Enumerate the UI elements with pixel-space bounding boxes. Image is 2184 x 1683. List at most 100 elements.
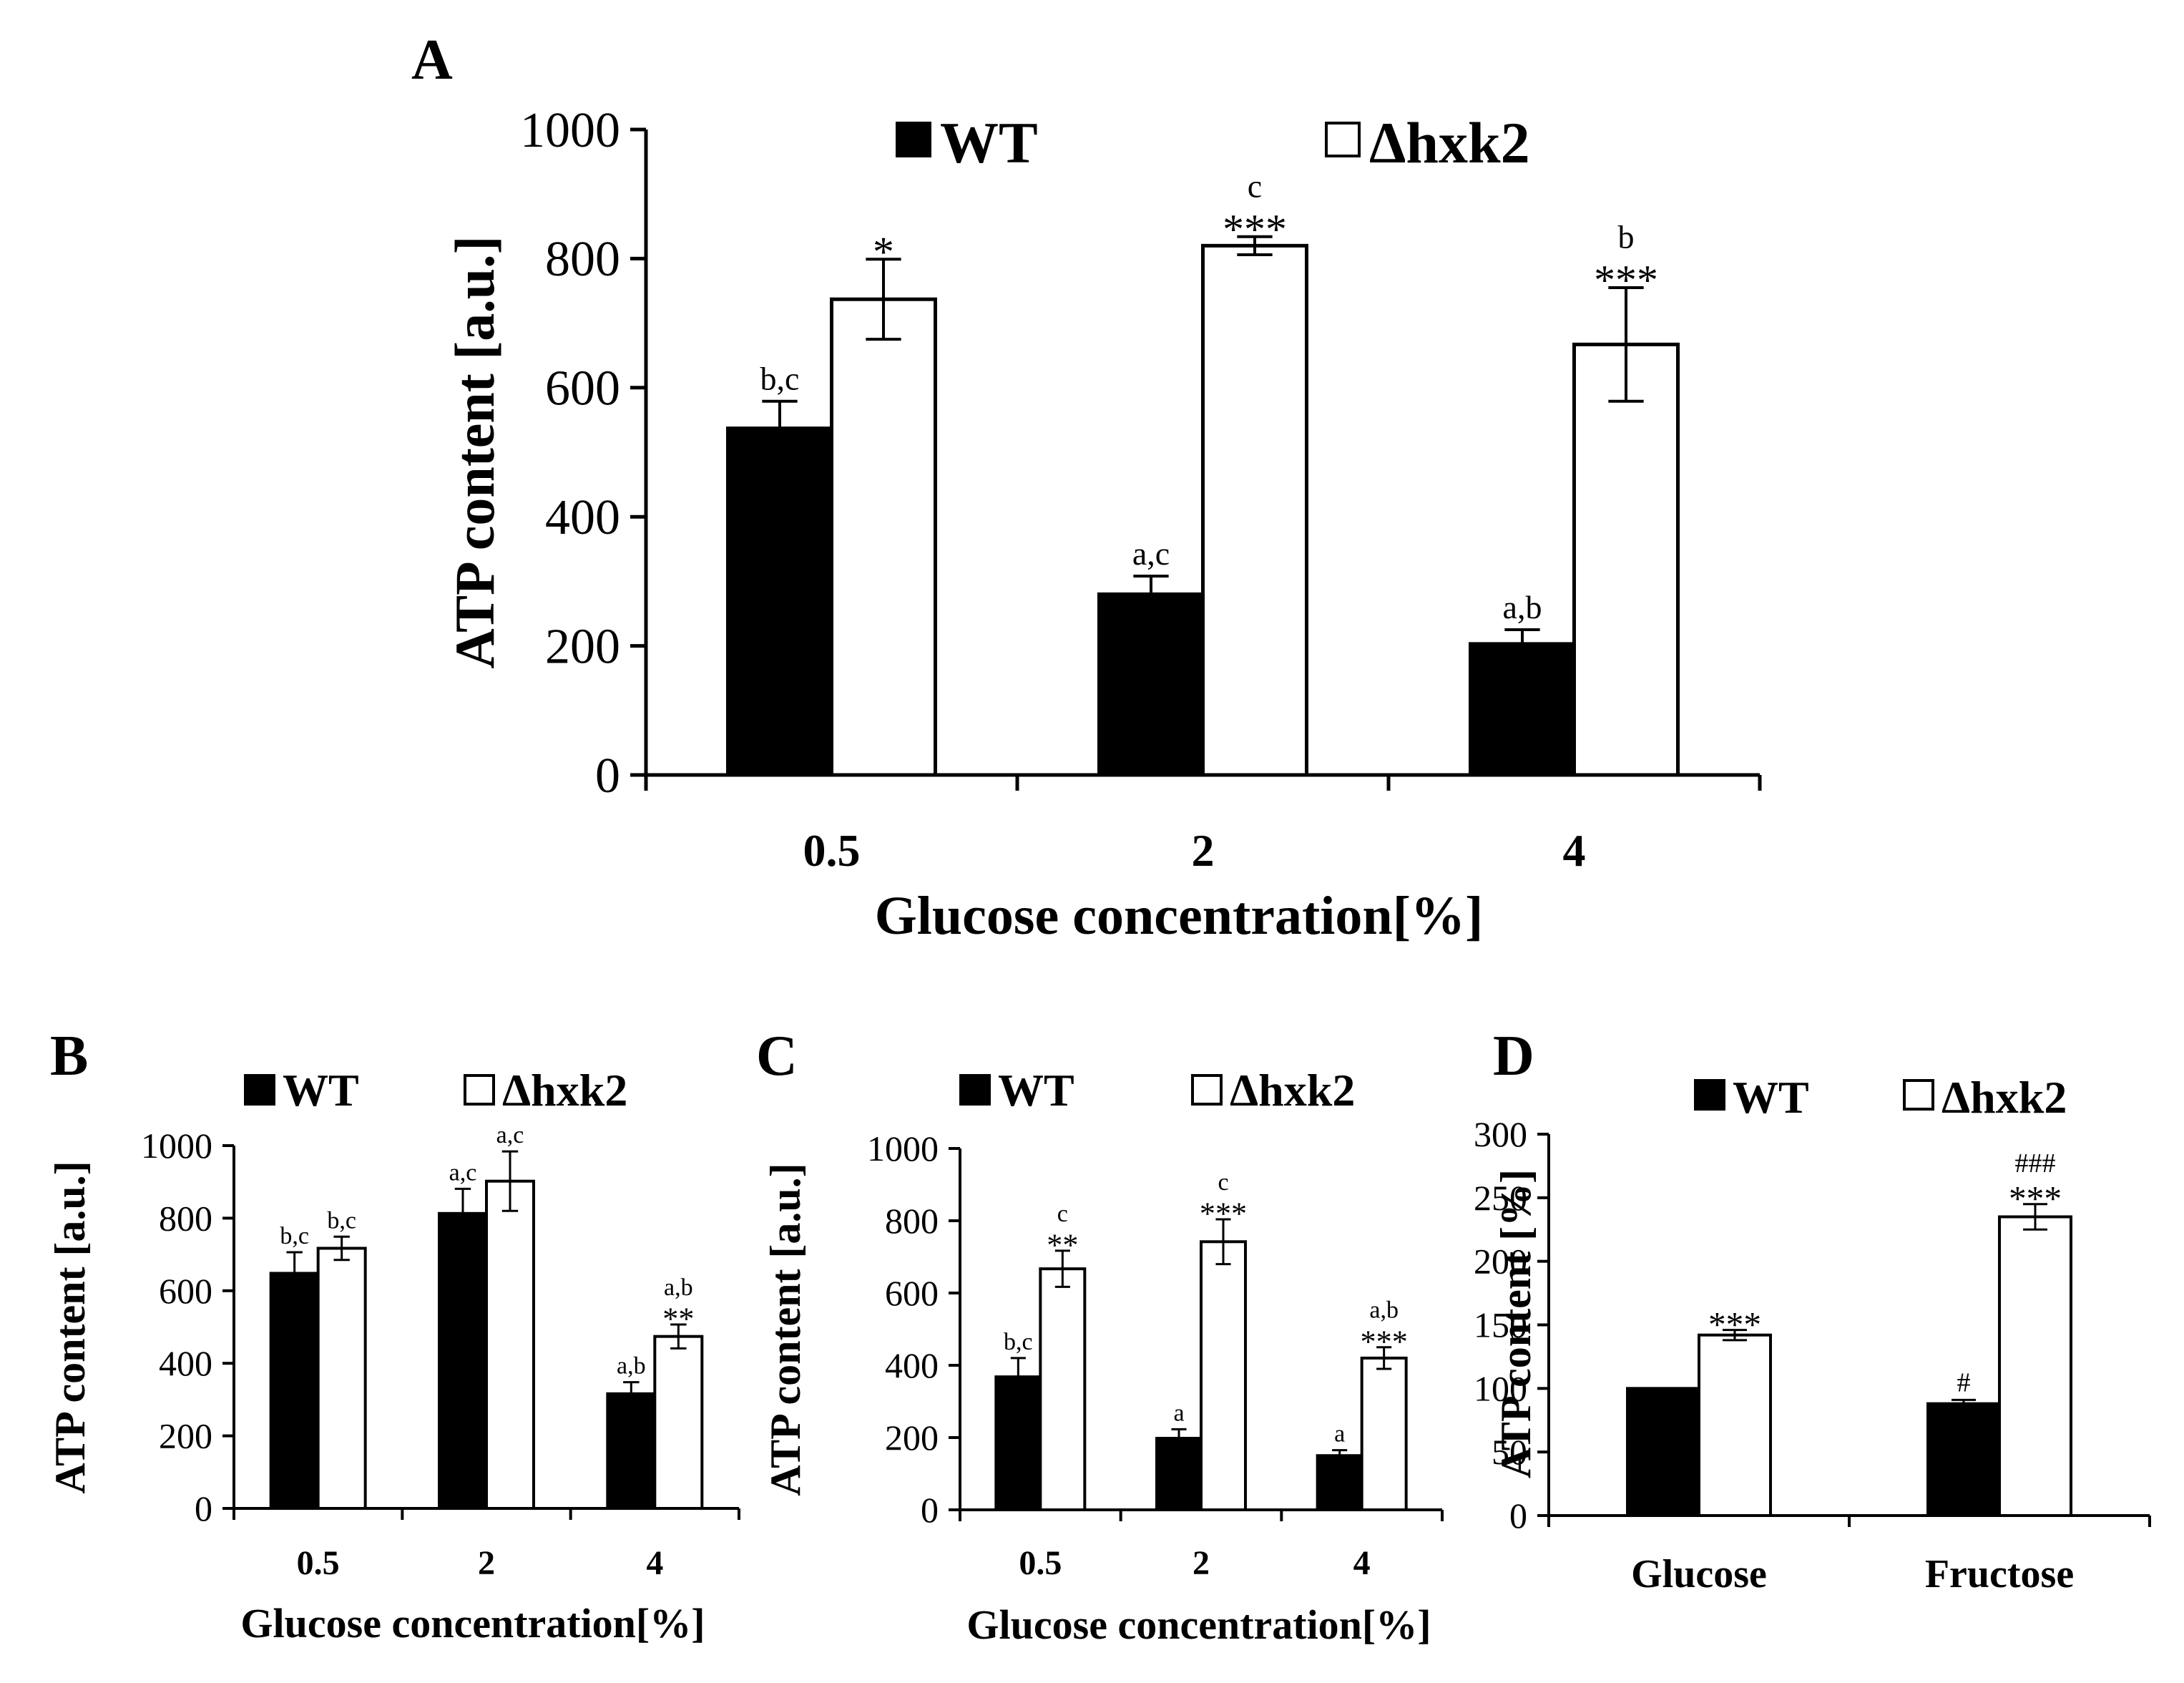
bar-dhxk2 <box>316 1247 367 1510</box>
x-tick-label: 4 <box>646 1544 663 1582</box>
y-axis-title: ATP content [a.u.] <box>46 1161 94 1494</box>
bar-wt <box>269 1272 320 1510</box>
legend-label-wt: WT <box>998 1065 1074 1116</box>
bar-wt <box>1097 592 1205 777</box>
bar-dhxk2 <box>1698 1333 1772 1518</box>
legend-label-dhxk2: Δhxk2 <box>1369 110 1530 175</box>
legend-swatch-dhxk2 <box>1191 1074 1223 1106</box>
significance-label: a,c <box>1132 535 1170 572</box>
legend: WT Δhxk2 <box>959 1065 1355 1116</box>
bar-dhxk2 <box>653 1335 704 1510</box>
significance-label: c <box>1057 1201 1068 1227</box>
y-tick-label: 200 <box>545 619 620 674</box>
legend: WT Δhxk2 <box>1694 1072 2067 1123</box>
significance-label: a,c <box>496 1122 524 1148</box>
y-tick-label: 800 <box>159 1198 212 1238</box>
y-tick-label: 400 <box>885 1345 939 1385</box>
y-tick-label: 0 <box>921 1490 939 1530</box>
significance-label: ### <box>2015 1148 2056 1179</box>
significance-label: a,b <box>664 1274 693 1301</box>
bar-wt <box>726 426 833 777</box>
legend-label-wt: WT <box>940 110 1038 175</box>
x-tick-label: 0.5 <box>297 1544 340 1582</box>
significance-label: a,b <box>617 1353 646 1380</box>
y-tick-label: 200 <box>885 1418 939 1458</box>
panel-letter: A <box>411 29 453 92</box>
significance-label: b <box>1618 219 1635 255</box>
bar-dhxk2 <box>1360 1356 1408 1512</box>
chart-panel-b: B020040060080010000.5b,cb,c2a,ca,c4a,b**… <box>46 1025 740 1647</box>
y-tick-label: 800 <box>545 232 620 287</box>
y-tick-label: 600 <box>159 1271 212 1311</box>
x-tick-label: 0.5 <box>1019 1544 1062 1582</box>
panel-letter: B <box>50 1025 88 1088</box>
bar-dhxk2 <box>1572 342 1680 777</box>
x-tick-label: 4 <box>1563 825 1586 876</box>
significance-label: b,c <box>280 1223 309 1249</box>
y-tick-label: 400 <box>159 1343 212 1383</box>
y-tick-label: 0 <box>595 748 620 804</box>
bar-wt <box>1626 1387 1700 1518</box>
y-tick-label: 200 <box>1474 1241 1527 1282</box>
legend-label-dhxk2: Δhxk2 <box>502 1065 627 1116</box>
y-tick-label: 600 <box>885 1273 939 1313</box>
bar-dhxk2 <box>1039 1267 1087 1512</box>
bar-wt <box>1316 1454 1363 1511</box>
legend-label-dhxk2: Δhxk2 <box>1230 1065 1355 1116</box>
significance-label: *** <box>1223 205 1287 253</box>
bar-wt <box>1469 642 1576 777</box>
chart-panel-c: C020040060080010000.5b,c**c2a***c4a***a,… <box>756 1025 1444 1648</box>
legend-label-dhxk2: Δhxk2 <box>1941 1072 2067 1123</box>
bar-dhxk2 <box>1201 243 1308 777</box>
significance-label: * <box>873 228 894 275</box>
x-axis-title: Glucose concentration[%] <box>240 1600 705 1647</box>
legend: WT Δhxk2 <box>896 110 1530 175</box>
legend-swatch-dhxk2 <box>1325 122 1361 157</box>
significance-label: a,c <box>449 1159 477 1186</box>
significance-label: ** <box>1047 1227 1078 1262</box>
legend: WT Δhxk2 <box>244 1065 627 1116</box>
legend-swatch-dhxk2 <box>464 1074 495 1106</box>
y-tick-label: 100 <box>1474 1368 1527 1408</box>
bar-wt <box>1926 1402 2001 1517</box>
bar-wt <box>606 1392 657 1510</box>
legend-label-wt: WT <box>283 1065 359 1116</box>
x-tick-label: 4 <box>1353 1544 1371 1582</box>
significance-label: *** <box>1361 1324 1408 1359</box>
chart-panel-a: A020040060080010000.5b,c*2a,c***c4a,b***… <box>411 29 1762 946</box>
panel-letter: D <box>1493 1025 1534 1088</box>
y-tick-label: 200 <box>159 1416 212 1456</box>
legend-label-wt: WT <box>1733 1072 1809 1123</box>
significance-label: *** <box>1200 1196 1247 1231</box>
y-axis-title: ATP content [a.u.] <box>444 235 506 668</box>
bar-dhxk2 <box>485 1179 535 1511</box>
y-tick-label: 250 <box>1474 1178 1527 1218</box>
y-tick-label: 1000 <box>867 1128 939 1169</box>
significance-label: b,c <box>327 1207 356 1234</box>
y-tick-label: 1000 <box>520 103 620 158</box>
x-axis-title: Glucose concentration[%] <box>966 1601 1431 1648</box>
x-axis-title: Glucose concentration[%] <box>875 886 1484 946</box>
bar-dhxk2 <box>1200 1240 1247 1512</box>
significance-label: a,b <box>1503 589 1542 625</box>
significance-label: b,c <box>760 361 800 397</box>
y-axis-title: ATP content [a.u.] <box>762 1163 809 1496</box>
panel-letter: C <box>756 1025 798 1088</box>
bar-dhxk2 <box>1998 1215 2072 1517</box>
significance-label: a <box>1173 1400 1184 1426</box>
significance-label: b,c <box>1004 1329 1033 1355</box>
x-tick-label: Fructose <box>1925 1552 2074 1596</box>
legend-swatch-wt <box>896 122 931 157</box>
significance-label: ** <box>662 1302 694 1337</box>
y-tick-label: 0 <box>1509 1496 1527 1536</box>
y-tick-label: 300 <box>1474 1114 1527 1154</box>
y-tick-label: 600 <box>545 361 620 416</box>
y-tick-label: 400 <box>545 490 620 545</box>
bar-wt <box>438 1211 488 1510</box>
y-tick-label: 150 <box>1474 1305 1527 1345</box>
x-tick-label: 2 <box>478 1544 495 1582</box>
y-tick-label: 0 <box>195 1488 212 1528</box>
significance-label: *** <box>2009 1179 2062 1218</box>
y-axis-title: ATP content [%] <box>1492 1169 1539 1478</box>
